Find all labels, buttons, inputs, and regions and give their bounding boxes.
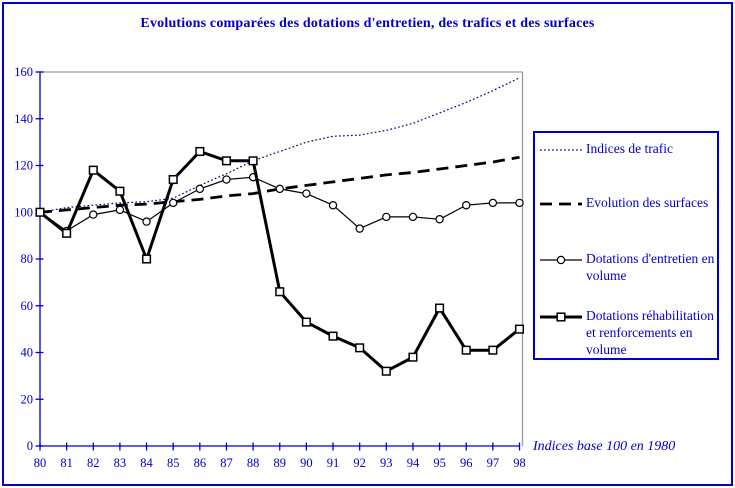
square-marker-line-sample-icon	[540, 312, 582, 322]
svg-text:82: 82	[87, 456, 100, 470]
circle-marker-line-sample-icon	[540, 255, 582, 265]
series-dashed-thick	[39, 155, 520, 214]
svg-text:97: 97	[487, 456, 500, 470]
svg-text:85: 85	[167, 456, 180, 470]
svg-text:86: 86	[194, 456, 207, 470]
svg-text:96: 96	[460, 456, 473, 470]
legend-label-entretien: Dotations d'entretien en volume	[586, 251, 715, 283]
y-axis: 0 20 40 60 80 100 120 140 160	[14, 65, 44, 453]
svg-text:160: 160	[14, 65, 33, 79]
svg-text:100: 100	[14, 205, 33, 219]
legend-item-entretien: Dotations d'entretien en volume	[539, 251, 715, 284]
svg-text:140: 140	[14, 112, 33, 126]
dashed-line-sample-icon	[540, 202, 582, 206]
legend-item-rehabilitation: Dotations réhabilitation et renforcement…	[539, 308, 715, 358]
svg-text:98: 98	[513, 456, 526, 470]
svg-text:81: 81	[60, 456, 73, 470]
legend-label-surfaces: Evolution des surfaces	[586, 195, 709, 210]
svg-text:90: 90	[300, 456, 313, 470]
svg-text:94: 94	[407, 456, 420, 470]
svg-text:83: 83	[114, 456, 127, 470]
chart-legend: Indices de trafic Evolution des surfaces…	[533, 131, 719, 360]
svg-text:92: 92	[353, 456, 366, 470]
series-dotted-navy	[39, 77, 520, 213]
svg-text:0: 0	[27, 439, 33, 453]
x-axis: 80 81 82 83 84 85 86 87 88 89 90 91 92 93 94 95 96 97 98	[34, 442, 526, 470]
legend-item-surfaces: Evolution des surfaces	[539, 195, 715, 211]
chart-title: Evolutions comparées des dotations d'ent…	[140, 16, 595, 31]
svg-text:80: 80	[34, 456, 47, 470]
svg-text:93: 93	[380, 456, 393, 470]
legend-item-trafic: Indices de trafic	[539, 141, 715, 157]
svg-text:60: 60	[21, 299, 34, 313]
svg-text:95: 95	[433, 456, 446, 470]
series-thick-square	[35, 146, 525, 376]
legend-label-rehabilitation: Dotations réhabilitation et renforcement…	[586, 308, 714, 357]
svg-text:120: 120	[14, 159, 33, 173]
svg-text:88: 88	[247, 456, 260, 470]
svg-text:89: 89	[274, 456, 287, 470]
svg-text:91: 91	[327, 456, 340, 470]
svg-text:84: 84	[140, 456, 153, 470]
svg-text:40: 40	[21, 346, 34, 360]
svg-text:80: 80	[21, 252, 34, 266]
dotted-line-sample-icon	[540, 149, 582, 151]
svg-text:87: 87	[220, 456, 233, 470]
legend-label-trafic: Indices de trafic	[586, 141, 673, 156]
base-index-note: Indices base 100 en 1980	[533, 439, 676, 454]
svg-text:20: 20	[21, 392, 34, 406]
plot-frame	[40, 71, 524, 446]
